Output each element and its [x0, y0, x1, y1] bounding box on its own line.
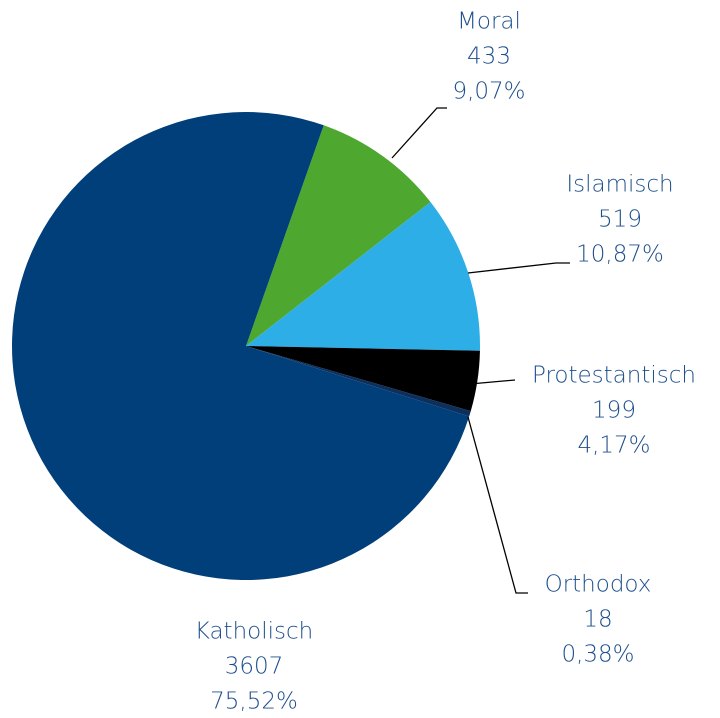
slice-label-percent: 9,07%: [452, 79, 525, 105]
slice-label-value: 18: [583, 607, 612, 633]
slice-label-percent: 0,38%: [561, 642, 634, 668]
slice-label-name: Moral: [457, 9, 521, 35]
pie-slice: [12, 112, 470, 581]
pie-slice: [246, 346, 480, 412]
slice-label-value: 199: [592, 398, 636, 424]
slice-label-name: Islamisch: [566, 172, 673, 198]
pie-slice: [246, 202, 481, 351]
slice-label-value: 519: [598, 207, 642, 233]
leader-line: [391, 107, 447, 159]
leader-line: [469, 379, 516, 385]
leader-line: [467, 416, 528, 594]
slice-label-name: Orthodox: [545, 572, 652, 598]
pie-slice: [246, 346, 471, 417]
pie-slice: [246, 125, 431, 347]
slice-label-value: 3607: [225, 654, 284, 680]
slice-label-percent: 4,17%: [577, 433, 650, 459]
slice-label-percent: 75,52%: [210, 689, 298, 715]
leader-line: [467, 262, 570, 274]
slice-label-name: Protestantisch: [532, 363, 696, 389]
slice-label-percent: 10,87%: [576, 242, 664, 268]
slice-label-value: 433: [467, 44, 511, 70]
slice-label-name: Katholisch: [195, 619, 313, 645]
